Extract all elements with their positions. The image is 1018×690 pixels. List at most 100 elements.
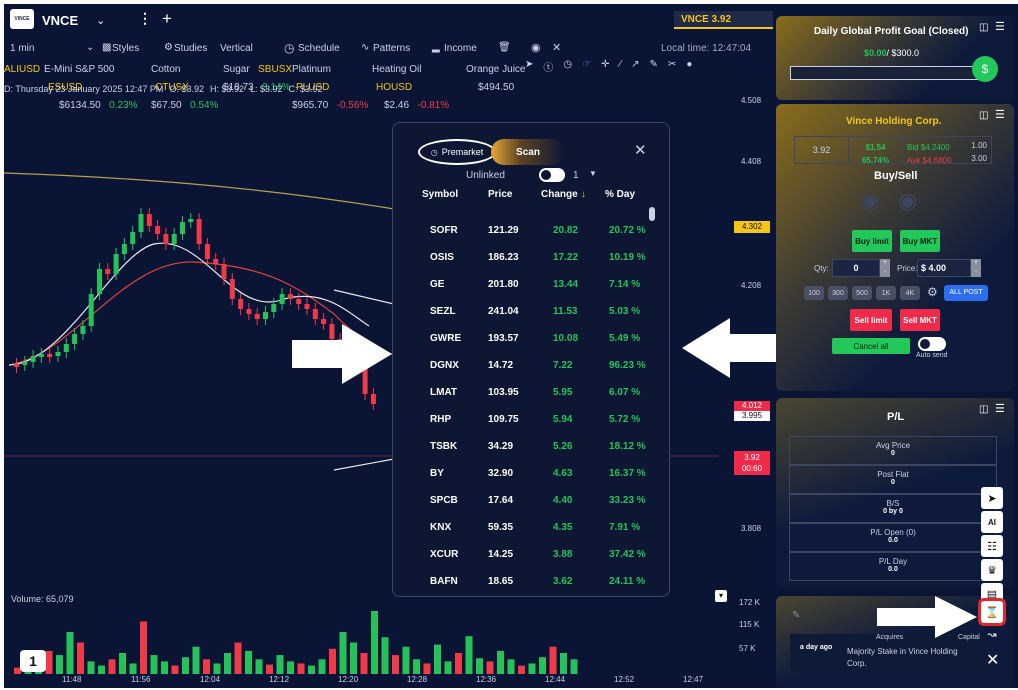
crosshair-off-icon[interactable]: ✕ [552, 42, 562, 54]
ticker-item[interactable]: Orange Juice $494.50 [466, 59, 528, 95]
price-axis: 4.508 4.408 4.302 4.208 4.012 3.995 3.92… [719, 94, 774, 594]
ai-icon[interactable]: AI [981, 511, 1003, 533]
price-input[interactable]: $ 4.00 [917, 259, 971, 277]
col-day[interactable]: % Day [605, 189, 636, 200]
col-price[interactable]: Price [488, 189, 513, 200]
eye-icon[interactable]: ◉ [531, 42, 541, 54]
scanner-row[interactable]: LMAT 103.95 5.95 6.07 % [393, 379, 663, 406]
pl-row-label: P/L Day [878, 557, 908, 566]
ticker-item[interactable]: Sugar SBUSX $18.73 3.14% [223, 59, 293, 95]
all-post-button[interactable]: ALL POST [944, 285, 988, 301]
sma-200-line [4, 172, 395, 210]
add-tab-button[interactable]: + [162, 9, 172, 28]
eraser-icon[interactable]: ✂ [667, 59, 677, 70]
schedule-menu[interactable]: Schedule [298, 43, 340, 54]
scanner-row[interactable]: SPCB 17.64 4.40 33.23 % [393, 487, 663, 514]
tab-scan[interactable]: Scan [491, 139, 565, 165]
scanner-row[interactable]: GWRE 193.57 10.08 5.49 % [393, 325, 663, 352]
qty-input[interactable]: 0 [832, 259, 880, 277]
scanner-row[interactable]: SOFR 121.29 20.82 20.72 % [393, 217, 663, 244]
scanner-row[interactable]: KNX 59.35 4.35 7.91 % [393, 514, 663, 541]
auto-send-toggle[interactable] [918, 337, 946, 351]
line-tool-icon[interactable]: ∕ [619, 59, 622, 70]
document-icon[interactable]: ▤ [981, 583, 1003, 605]
chevron-down-icon[interactable]: ▼ [589, 169, 597, 178]
scanner-row[interactable]: TSBK 34.29 5.26 18.12 % [393, 433, 663, 460]
expand-icon[interactable]: ◫ [979, 404, 989, 415]
time-tick: 12:52 [614, 675, 635, 684]
vertical-menu[interactable]: Vertical [220, 43, 253, 54]
trophy-icon[interactable]: ♛ [981, 559, 1003, 581]
scanner-row[interactable]: BY 32.90 4.63 16.37 % [393, 460, 663, 487]
candle [163, 234, 169, 244]
qty-4k-button[interactable]: 4K [900, 286, 920, 300]
send-icon[interactable]: ➤ [981, 487, 1003, 509]
expand-icon[interactable]: ◫ [979, 110, 989, 121]
close-icon[interactable]: ✕ [986, 652, 1000, 669]
scanner-row[interactable]: DGNX 14.72 7.22 96.23 % [393, 352, 663, 379]
calendar-icon[interactable]: ☷ [981, 535, 1003, 557]
menu-icon[interactable]: ☰ [995, 109, 1005, 121]
expand-icon[interactable]: ◫ [979, 22, 989, 33]
sell-limit-button[interactable]: Sell limit [850, 309, 892, 331]
last-price: 3.92 [812, 145, 831, 155]
scanner-row[interactable]: GE 201.80 13.44 7.14 % [393, 271, 663, 298]
crosshair-icon[interactable]: ✛ [601, 59, 610, 70]
patterns-menu[interactable]: Patterns [373, 43, 411, 54]
scanner-row[interactable]: RHP 109.75 5.94 5.72 % [393, 406, 663, 433]
income-menu[interactable]: Income [444, 43, 477, 54]
cancel-all-button[interactable]: Cancel all [832, 338, 910, 354]
qty-stepper[interactable]: + - [880, 259, 890, 277]
ticker-item[interactable]: Cotton CTUSX $67.50 0.54% [151, 59, 221, 113]
ray-tool-icon[interactable]: ↗ [631, 59, 640, 70]
hand-pointer-icon[interactable]: ☞ [582, 59, 592, 70]
close-icon[interactable]: ✕ [634, 142, 647, 159]
sell-mkt-button[interactable]: Sell MKT [900, 309, 940, 331]
news-item[interactable]: a day ago Acquires Capital Majority Stak… [790, 634, 990, 672]
more-menu-icon[interactable]: ⋮ [138, 10, 152, 26]
scanner-row[interactable]: BAFN 18.65 3.62 24.11 % [393, 568, 663, 595]
buy-mkt-button[interactable]: Buy MKT [900, 230, 940, 252]
scrollbar[interactable] [649, 207, 655, 221]
qty-1k-button[interactable]: 1K [876, 286, 896, 300]
menu-icon[interactable]: ☰ [995, 21, 1005, 33]
qty-500-button[interactable]: 500 [852, 286, 872, 300]
tab-premarket[interactable]: ◷ Premarket [418, 139, 496, 165]
volume-bar [455, 653, 462, 674]
play-icon[interactable]: ➤ [525, 59, 534, 70]
buy-limit-button[interactable]: Buy limit [852, 230, 892, 252]
qty-300-button[interactable]: 300 [828, 286, 848, 300]
hourglass-icon[interactable]: ⌛ [981, 601, 1003, 623]
styles-menu[interactable]: Styles [112, 43, 140, 54]
dollar-icon[interactable]: ⓣ [543, 63, 554, 74]
scanner-row[interactable]: OSIS 186.23 17.22 10.19 % [393, 244, 663, 271]
trash-icon[interactable]: 🗑 [498, 42, 511, 53]
scanner-popup[interactable]: ◷ Premarket Scan ✕ Unlinked 1 ▼ Symbol P… [392, 122, 670, 597]
symbol-selector[interactable]: VNCE ⌄ [42, 7, 116, 33]
volume-bar [570, 659, 578, 674]
ticker-item[interactable]: Heating Oil HOUSD $2.46 -0.81% [372, 59, 462, 113]
qty-100-button[interactable]: 100 [804, 286, 824, 300]
col-change[interactable]: Change [541, 189, 578, 200]
link-toggle[interactable] [539, 168, 565, 182]
scanner-row[interactable]: XCUR 14.25 3.88 37.42 % [393, 541, 663, 568]
col-symbol[interactable]: Symbol [422, 189, 459, 200]
lock-icon[interactable]: ● [686, 59, 693, 70]
ticker-item[interactable]: Platinum PLUSD $965.70 -0.56% [292, 59, 370, 113]
trend-icon[interactable]: ↝ [987, 628, 997, 641]
ticker-item[interactable]: E-Mini S&P 500 ESUSD $6134.50 0.23% [44, 59, 144, 113]
collapse-icon[interactable]: ▾ [715, 590, 727, 602]
money-bag-icon[interactable]: $ [972, 56, 998, 82]
clock-icon[interactable]: ◷ [563, 59, 573, 70]
studies-menu[interactable]: Studies [174, 43, 208, 54]
symbol-tab[interactable]: VNCE 3.92 [674, 11, 773, 29]
edit-icon[interactable]: ✎ [792, 610, 801, 621]
pencil-icon[interactable]: ✎ [649, 59, 658, 70]
menu-icon[interactable]: ☰ [995, 403, 1005, 415]
scanner-row[interactable]: SEZL 241.04 11.53 5.03 % [393, 298, 663, 325]
price-stepper[interactable]: + - [971, 259, 981, 277]
tune-icon[interactable]: ⌄ [86, 42, 95, 53]
interval-selector[interactable]: 1 min [10, 43, 35, 54]
ticker-item[interactable]: ALIUSD [4, 59, 40, 77]
gear-icon[interactable]: ⚙ [927, 285, 938, 299]
